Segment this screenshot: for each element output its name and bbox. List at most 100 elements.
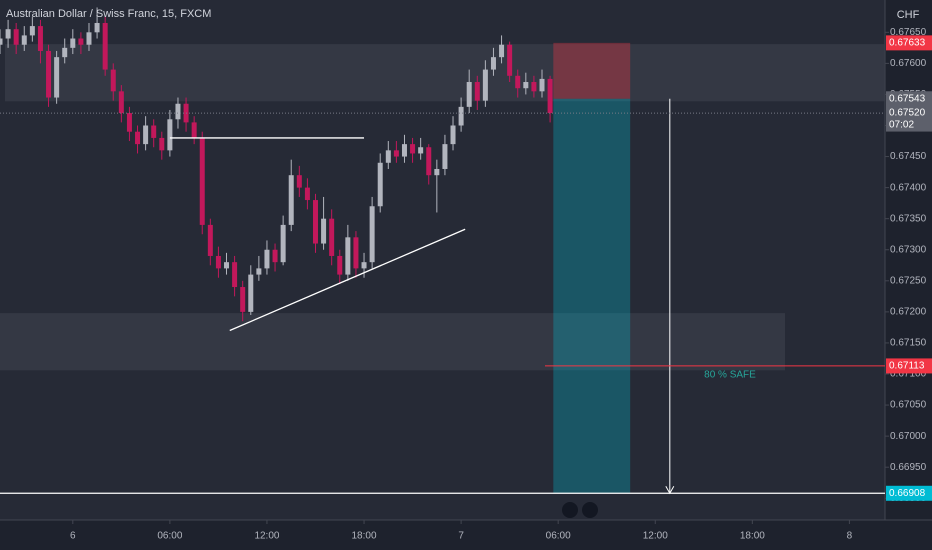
time-axis bbox=[0, 520, 932, 550]
candle-body bbox=[37, 26, 43, 51]
candle-body bbox=[377, 162, 383, 207]
price-label-bg bbox=[886, 358, 932, 374]
candle-body bbox=[410, 144, 416, 154]
candle-body bbox=[0, 38, 3, 45]
candle-body bbox=[458, 106, 464, 126]
candle-body bbox=[151, 125, 157, 138]
candle-body bbox=[288, 175, 294, 225]
target-zone bbox=[553, 98, 631, 494]
candle-body bbox=[304, 187, 310, 201]
candle-body bbox=[135, 131, 141, 145]
candle-body bbox=[401, 144, 407, 157]
x-tick-label: 8 bbox=[847, 531, 853, 542]
y-tick-label: 0.67200 bbox=[890, 307, 927, 318]
candle-body bbox=[329, 218, 335, 256]
candle-body bbox=[5, 29, 11, 39]
candle-body bbox=[280, 224, 286, 263]
candle-body bbox=[29, 26, 35, 36]
plot: 80 % SAFE bbox=[0, 7, 885, 495]
candle-body bbox=[515, 75, 521, 89]
price-label-bg bbox=[886, 485, 932, 501]
candle-body bbox=[118, 91, 124, 114]
chart-title: Australian Dollar / Swiss Franc, 15, FXC… bbox=[6, 8, 211, 20]
candle-body bbox=[296, 175, 302, 188]
price-label: 0.67113 bbox=[889, 361, 925, 372]
candle-body bbox=[46, 50, 52, 98]
candle-body bbox=[547, 78, 553, 114]
candle-body bbox=[54, 57, 60, 98]
candle-body bbox=[167, 119, 173, 151]
candle-body bbox=[215, 255, 221, 269]
candle-body bbox=[126, 113, 132, 132]
x-tick-label: 12:00 bbox=[643, 531, 668, 542]
event-marker[interactable] bbox=[582, 502, 598, 518]
candle-body bbox=[490, 57, 496, 70]
candle-body bbox=[523, 82, 529, 89]
countdown: 07:02 bbox=[889, 120, 914, 131]
x-tick-label: 7 bbox=[458, 531, 464, 542]
y-tick-label: 0.67400 bbox=[890, 182, 927, 193]
y-tick-label: 0.67000 bbox=[890, 431, 927, 442]
candle-body bbox=[272, 249, 278, 263]
y-tick-label: 0.67100 bbox=[890, 369, 927, 380]
y-tick-label: 0.67250 bbox=[890, 275, 927, 286]
candle-body bbox=[70, 38, 76, 48]
candle-body bbox=[499, 44, 505, 58]
candle-body bbox=[224, 262, 230, 269]
y-tick-label: 0.67350 bbox=[890, 213, 927, 224]
candle-body bbox=[94, 22, 100, 33]
price-label-bg bbox=[886, 91, 932, 107]
y-tick-label: 0.67450 bbox=[890, 151, 927, 162]
zone bbox=[0, 313, 785, 371]
candle-body bbox=[312, 200, 318, 244]
candle-body bbox=[531, 82, 537, 92]
candle-body bbox=[143, 125, 149, 145]
candle-body bbox=[539, 78, 545, 92]
price-label: 0.67520 bbox=[889, 108, 926, 119]
price-label: 0.67543 bbox=[889, 93, 926, 104]
candle-body bbox=[62, 47, 68, 58]
candle-body bbox=[13, 29, 19, 45]
candle-body bbox=[466, 82, 472, 107]
candle-body bbox=[434, 168, 440, 176]
price-label-bg bbox=[886, 35, 932, 51]
x-tick-label: 06:00 bbox=[546, 531, 571, 542]
price-label-bg bbox=[886, 105, 932, 132]
y-tick-label: 0.67600 bbox=[890, 58, 927, 69]
candle-body bbox=[264, 249, 270, 269]
candle-body bbox=[482, 69, 488, 101]
y-tick-label: 0.66950 bbox=[890, 462, 927, 473]
price-label: 0.66908 bbox=[889, 488, 926, 499]
x-tick-label: 06:00 bbox=[157, 531, 182, 542]
arrow-head bbox=[665, 486, 675, 495]
candle-body bbox=[507, 44, 513, 76]
stop-zone bbox=[553, 42, 631, 99]
candle-body bbox=[21, 35, 27, 45]
currency: CHF bbox=[897, 9, 920, 21]
candle-body bbox=[450, 125, 456, 145]
candle-body bbox=[369, 206, 375, 263]
candle-body bbox=[240, 287, 246, 312]
x-tick-label: 6 bbox=[70, 531, 76, 542]
candle-body bbox=[321, 218, 327, 244]
zone bbox=[5, 44, 885, 102]
candle-body bbox=[175, 103, 181, 120]
y-tick-label: 0.67050 bbox=[890, 400, 927, 411]
candle-body bbox=[353, 237, 359, 269]
candle-body bbox=[191, 122, 197, 138]
candle-body bbox=[159, 137, 165, 151]
candle-body bbox=[345, 237, 351, 275]
candle-body bbox=[337, 255, 343, 275]
candle-body bbox=[442, 144, 448, 169]
y-tick-label: 0.67300 bbox=[890, 244, 927, 255]
y-tick-label: 0.67150 bbox=[890, 338, 927, 349]
candle-body bbox=[361, 262, 367, 269]
candle-body bbox=[385, 150, 391, 163]
candle-body bbox=[426, 147, 432, 176]
candle-body bbox=[102, 22, 108, 70]
event-marker[interactable] bbox=[562, 502, 578, 518]
candle-body bbox=[232, 262, 238, 288]
price-label: 0.67633 bbox=[889, 38, 926, 49]
candle-body bbox=[199, 137, 205, 225]
